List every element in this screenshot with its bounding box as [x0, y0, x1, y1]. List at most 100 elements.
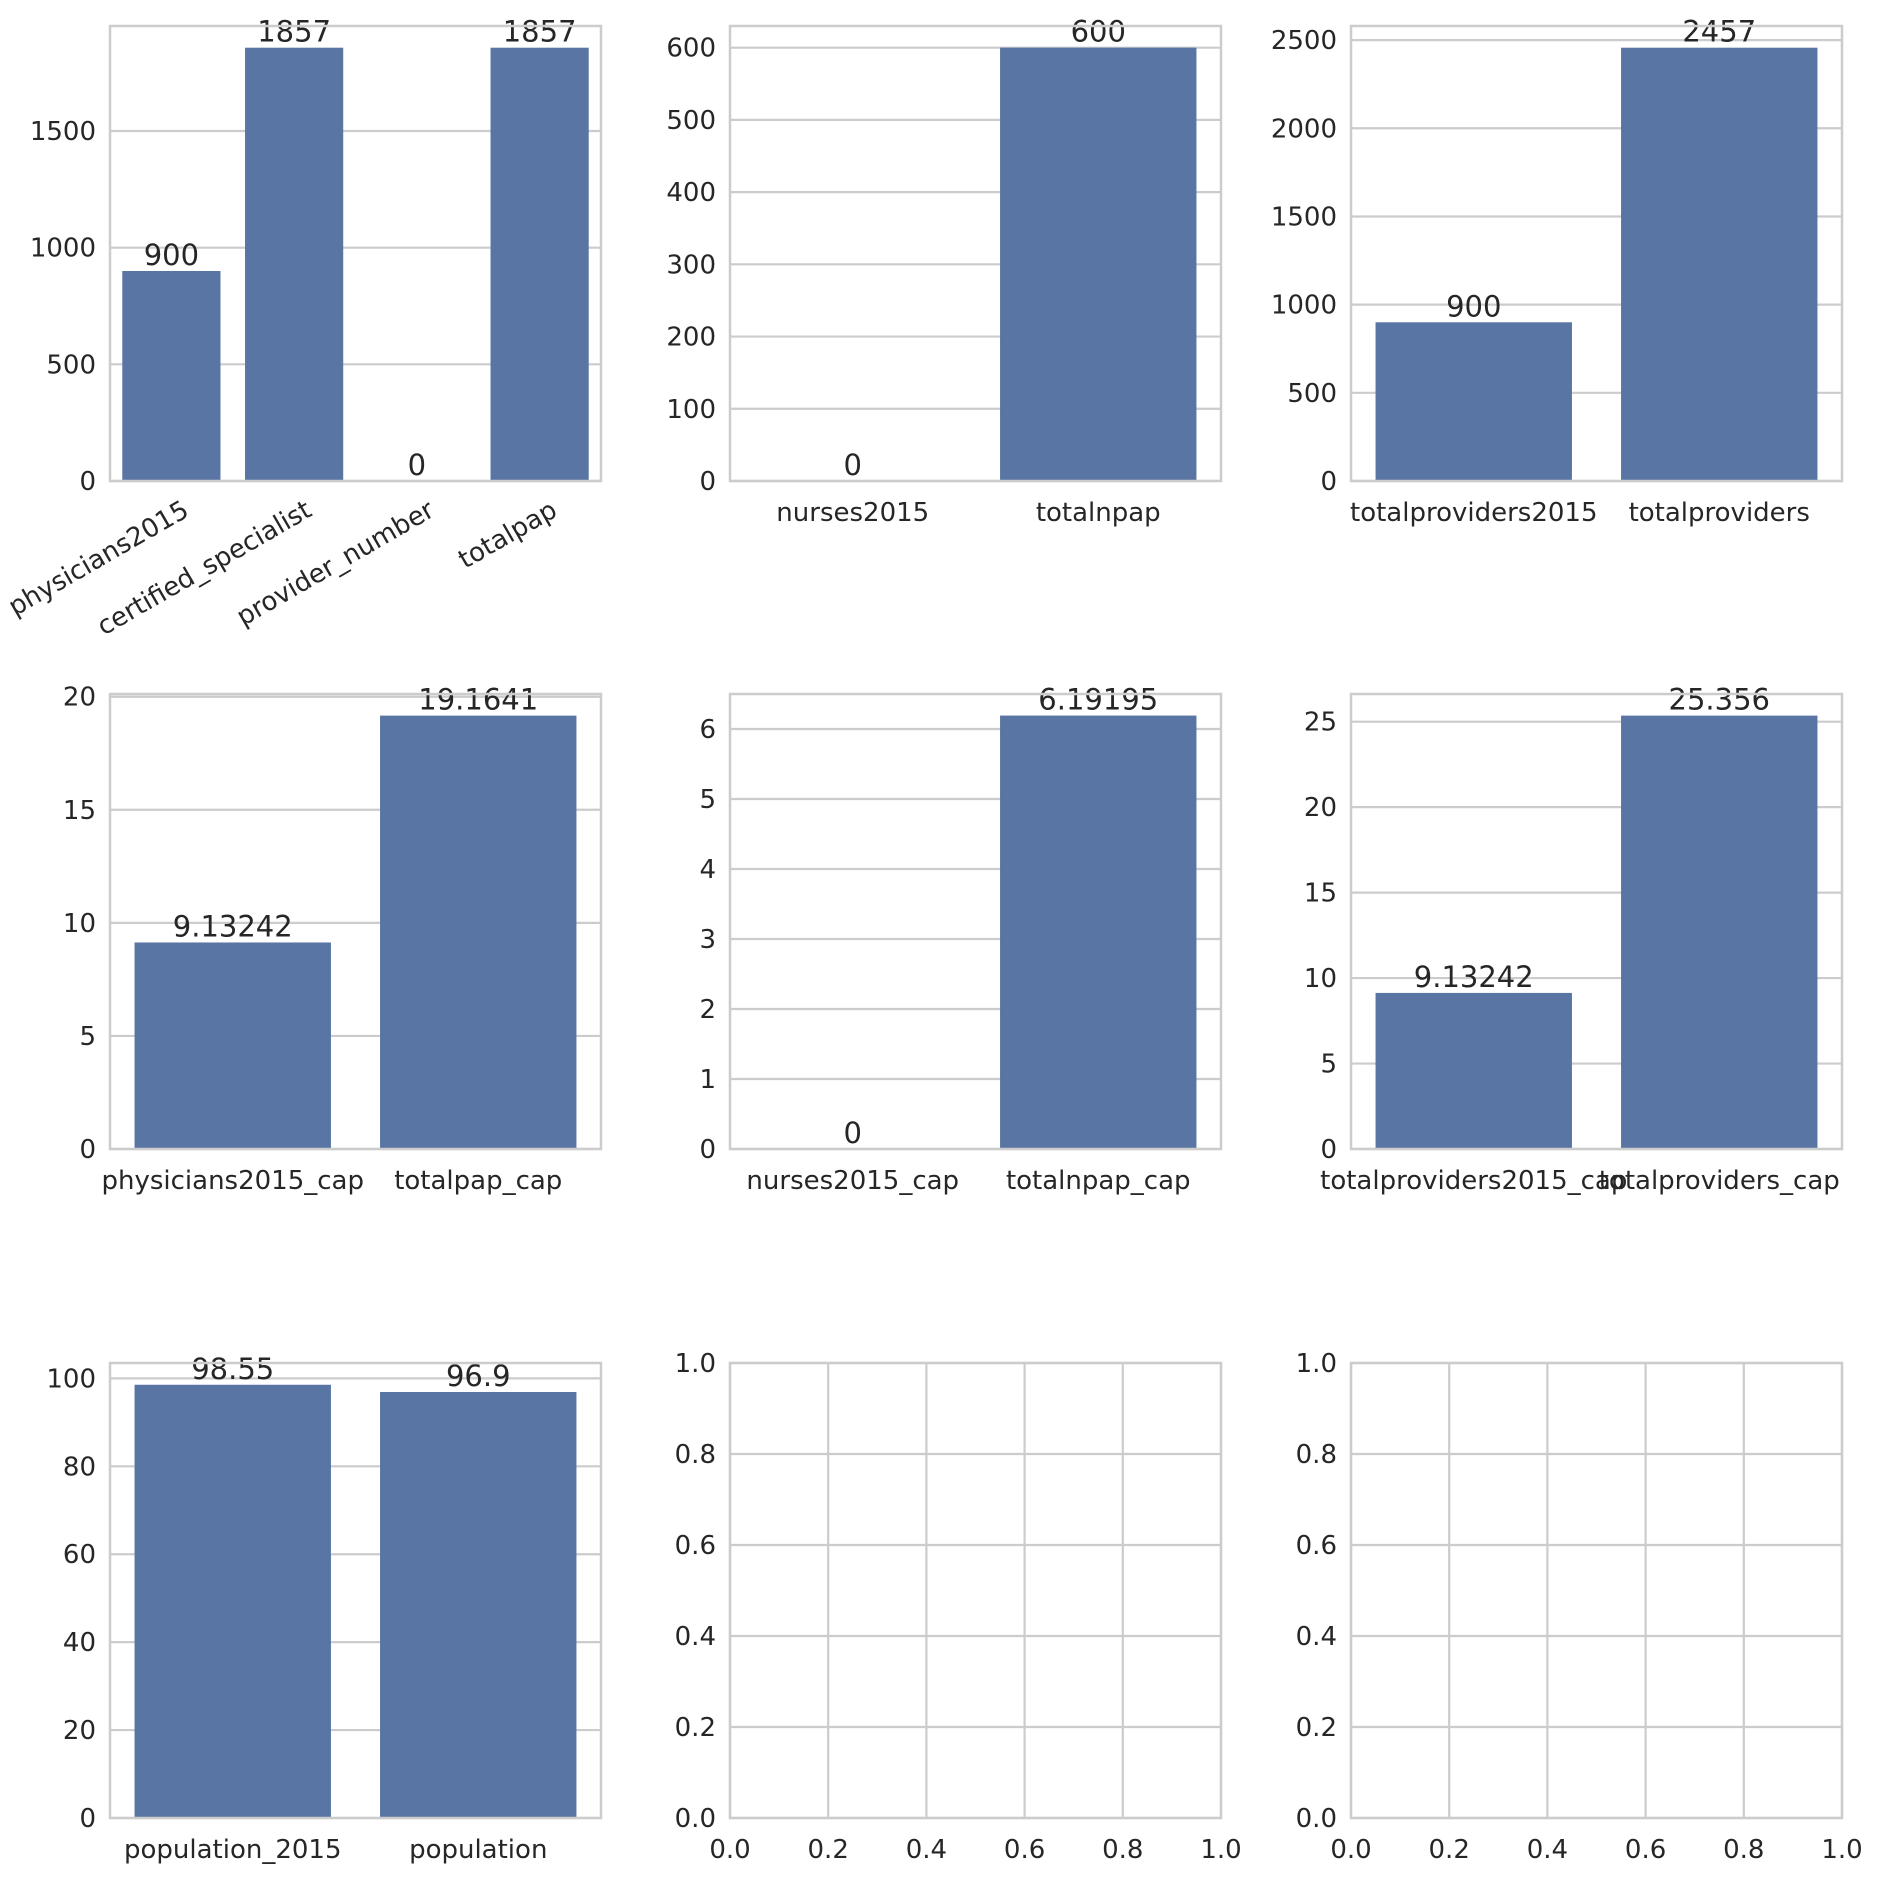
axes-frame — [108, 24, 603, 483]
x-tick-label: 0.6 — [1004, 1835, 1045, 1865]
bar — [380, 715, 577, 1149]
y-tick-label: 100 — [46, 1364, 96, 1394]
subplot-6: 0 5 10 15 20 25 9.13242 totalproviders2015_cap 2… — [1304, 683, 1844, 1196]
x-tick-label: 0.0 — [1330, 1835, 1371, 1865]
x-tick-label: 0.8 — [1102, 1835, 1143, 1865]
y-tick-label: 20 — [1304, 793, 1337, 823]
y-tick-label: 0 — [79, 1135, 96, 1165]
x-tick-label: nurses2015 — [776, 498, 929, 528]
subplot-2: 0 100 200 300 400 500 600 0 nurses2015 600 totalnp… — [666, 15, 1223, 528]
y-tick-label: 1.0 — [1296, 1349, 1337, 1379]
y-tick-label: 20 — [63, 683, 96, 713]
subplot-1: 050010001500900physicians20151857certifi… — [3, 15, 603, 642]
x-tick-label: 0.4 — [1527, 1835, 1568, 1865]
y-tick-label: 1000 — [30, 234, 96, 264]
bar-value-label: 0 — [844, 448, 862, 482]
bar-value-label: 2457 — [1682, 15, 1756, 49]
y-tick-label: 0.2 — [675, 1713, 716, 1743]
bar-value-label: 25.356 — [1669, 683, 1770, 717]
x-tick-label: 0.2 — [1429, 1835, 1470, 1865]
x-tick-label: 0.4 — [906, 1835, 947, 1865]
x-tick-label: totalproviders2015 — [1350, 498, 1598, 528]
bar — [1621, 47, 1818, 481]
x-tick-label: provider_number — [232, 495, 440, 633]
bar-value-label: 900 — [144, 238, 199, 272]
x-tick-label: 0.8 — [1723, 1835, 1764, 1865]
bar — [122, 271, 221, 481]
subplot-8: 0.0 0.2 0.4 0.6 0.8 1.0 0.0 0.2 0.4 0.6 0.8 1.0 — [675, 1349, 1242, 1865]
y-tick-label: 0.8 — [1296, 1440, 1337, 1470]
y-tick-label: 6 — [699, 715, 716, 745]
bar-value-label: 0 — [844, 1116, 862, 1150]
x-tick-label: totalproviders2015_cap — [1320, 1166, 1627, 1196]
bar — [134, 1384, 331, 1818]
x-tick-label: totalnpap_cap — [1006, 1166, 1191, 1196]
x-tick-label: nurses2015_cap — [746, 1166, 959, 1196]
y-tick-label: 400 — [666, 178, 716, 208]
y-tick-label: 600 — [666, 34, 716, 64]
y-tick-label: 15 — [1304, 879, 1337, 909]
x-tick-label: population_2015 — [124, 1835, 342, 1865]
y-tick-label: 100 — [666, 395, 716, 425]
x-tick-label: 1.0 — [1821, 1835, 1862, 1865]
axes-frame — [108, 692, 603, 1151]
bar-value-label: 6.19195 — [1038, 683, 1158, 717]
y-tick-label: 500 — [666, 106, 716, 136]
y-tick-label: 0 — [699, 467, 716, 497]
axes-frame — [1349, 692, 1844, 1151]
axes-frame — [1349, 24, 1844, 483]
x-tick-label: 0.6 — [1625, 1835, 1666, 1865]
subplot-7: 0 20 40 60 80 100 98.55 population_2015 96.9 popu… — [46, 1352, 603, 1865]
y-tick-label: 500 — [1287, 379, 1337, 409]
axes-frame — [1349, 1361, 1844, 1820]
y-tick-label: 2 — [699, 995, 716, 1025]
y-tick-label: 1500 — [30, 117, 96, 147]
bar — [1375, 322, 1572, 481]
y-tick-label: 1000 — [1271, 291, 1337, 321]
y-tick-label: 200 — [666, 323, 716, 353]
axes-frame — [728, 24, 1223, 483]
y-tick-label: 5 — [79, 1022, 96, 1052]
bar-value-label: 1857 — [503, 15, 577, 49]
bar-value-label: 900 — [1446, 289, 1501, 323]
y-tick-label: 0.4 — [675, 1622, 716, 1652]
x-tick-label: 1.0 — [1200, 1835, 1241, 1865]
y-tick-label: 1 — [699, 1065, 716, 1095]
subplot-4: 0 5 10 15 20 9.13242 physicians2015_cap 19.1641… — [63, 683, 603, 1196]
bar-value-label: 9.13242 — [173, 909, 293, 943]
axes-frame — [728, 692, 1223, 1151]
y-tick-label: 0 — [699, 1135, 716, 1165]
x-tick-label: 0.0 — [709, 1835, 750, 1865]
x-tick-label: totalproviders_cap — [1599, 1166, 1840, 1196]
bar — [1000, 47, 1197, 482]
y-tick-label: 0.4 — [1296, 1622, 1337, 1652]
y-tick-label: 40 — [63, 1628, 96, 1658]
bar-value-label: 0 — [408, 448, 426, 482]
y-tick-label: 0.6 — [675, 1531, 716, 1561]
bar-value-label: 96.9 — [446, 1359, 511, 1393]
x-tick-label: totalpap_cap — [394, 1166, 562, 1196]
x-tick-label: totalpap — [453, 495, 562, 575]
y-tick-label: 2000 — [1271, 114, 1337, 144]
y-tick-label: 300 — [666, 250, 716, 280]
y-tick-label: 0.2 — [1296, 1713, 1337, 1743]
x-tick-label: 0.2 — [808, 1835, 849, 1865]
y-tick-label: 10 — [63, 909, 96, 939]
bar-value-label: 600 — [1071, 15, 1126, 49]
y-tick-label: 5 — [699, 785, 716, 815]
subplot-5: 0 1 2 3 4 5 6 0 nurses2015_cap 6.19195 totalnpap_c… — [699, 683, 1223, 1196]
y-tick-label: 80 — [63, 1452, 96, 1482]
y-tick-label: 25 — [1304, 708, 1337, 738]
x-tick-label: population — [409, 1835, 547, 1865]
y-tick-label: 10 — [1304, 964, 1337, 994]
subplot-9: 0.0 0.2 0.4 0.6 0.8 1.0 0.0 0.2 0.4 0.6 0.8 1.0 — [1296, 1349, 1863, 1865]
bar — [134, 942, 331, 1149]
y-tick-label: 4 — [699, 855, 716, 885]
y-tick-label: 60 — [63, 1540, 96, 1570]
y-tick-label: 0 — [79, 1804, 96, 1834]
y-tick-label: 15 — [63, 796, 96, 826]
bar-value-label: 19.1641 — [418, 683, 538, 717]
bar-value-label: 1857 — [257, 15, 331, 49]
y-tick-label: 0.0 — [675, 1804, 716, 1834]
